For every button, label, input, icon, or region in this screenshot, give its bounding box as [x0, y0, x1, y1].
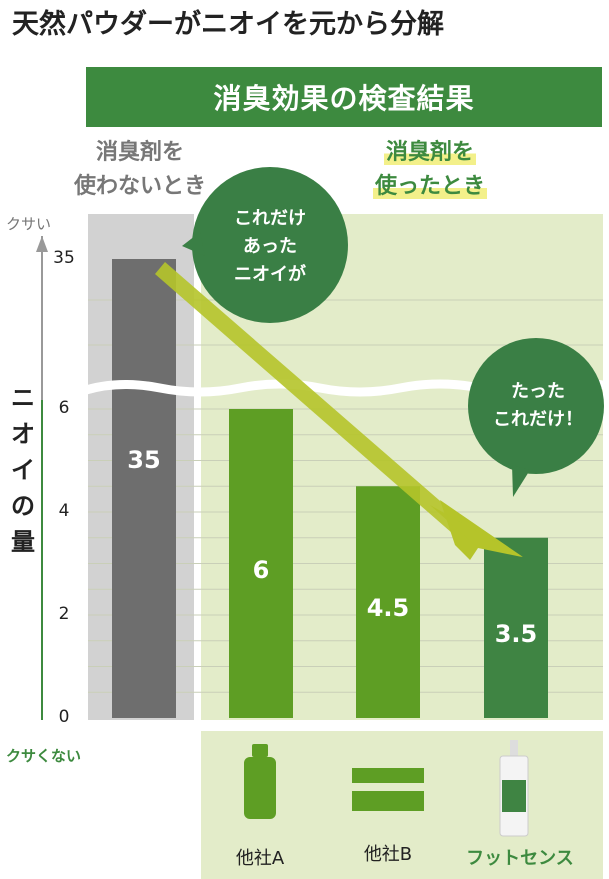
left-bubble-line: これだけ: [234, 208, 306, 229]
trend-arrow: [155, 262, 462, 533]
y-axis-label-char: オ: [11, 420, 35, 448]
bar-value-label: 4.5: [366, 594, 410, 623]
left-bubble: [192, 167, 348, 323]
left-bubble-tail: [182, 232, 205, 256]
bar-value-label: 3.5: [494, 619, 538, 648]
bar: [356, 486, 420, 718]
bar-value-label: 6: [252, 555, 270, 584]
left-bubble-line: あった: [243, 236, 297, 257]
after-label: 消臭剤を 使ったとき: [330, 136, 530, 204]
y-tick-label: 35: [53, 248, 75, 268]
bottle-icon: [244, 757, 276, 819]
right-bubble-text: たった これだけ！: [478, 378, 598, 434]
spray-bottle-icon: [510, 740, 518, 756]
before-label-line1: 消臭剤を: [95, 140, 184, 165]
trend-arrow-head: [440, 500, 523, 560]
left-bubble-line: ニオイが: [234, 264, 306, 285]
bar: [229, 409, 293, 718]
bar-value-label: 35: [127, 446, 161, 474]
spray-bottle-label-icon: [502, 780, 526, 812]
bar: [484, 537, 548, 718]
y-tick-label: 4: [58, 501, 70, 521]
left-bubble-text: これだけ あった ニオイが: [215, 205, 325, 289]
after-label-line1: 消臭剤を: [383, 140, 476, 165]
after-label-line2: 使ったとき: [372, 174, 487, 199]
y-axis-label-char: ニ: [11, 384, 35, 412]
y-tick-label: 6: [58, 398, 70, 418]
y-tick-label: 0: [58, 707, 70, 727]
headline: 天然パウダーがニオイを元から分解: [12, 9, 444, 40]
product-label-b: 他社B: [363, 844, 413, 865]
bottle-icon: [252, 744, 268, 757]
right-bubble-line: これだけ！: [493, 409, 583, 430]
before-label-line2: 使わないとき: [73, 174, 206, 199]
box-icon: [352, 768, 424, 783]
product-label-a: 他社A: [235, 848, 285, 869]
right-bubble: [468, 338, 604, 474]
before-label: 消臭剤を 使わないとき: [40, 136, 240, 204]
axis-top-label: クサい: [6, 215, 52, 233]
product-label-brand: フットセンス: [466, 848, 574, 869]
box-icon: [352, 791, 424, 811]
bar: [112, 259, 176, 718]
y-tick-label: 2: [58, 604, 70, 624]
y-axis-label: ニ オ イ の 量: [8, 380, 38, 560]
axis-bottom-label: クサくない: [6, 747, 82, 765]
trend-arrow-tip: [430, 505, 522, 557]
y-axis-label-char: の: [11, 492, 35, 520]
y-axis-label-char: イ: [11, 456, 35, 484]
right-bubble-tail: [512, 465, 530, 497]
right-bubble-line: たった: [511, 381, 565, 402]
result-banner: 消臭効果の検査結果: [86, 67, 602, 127]
y-axis-label-char: 量: [11, 528, 35, 556]
